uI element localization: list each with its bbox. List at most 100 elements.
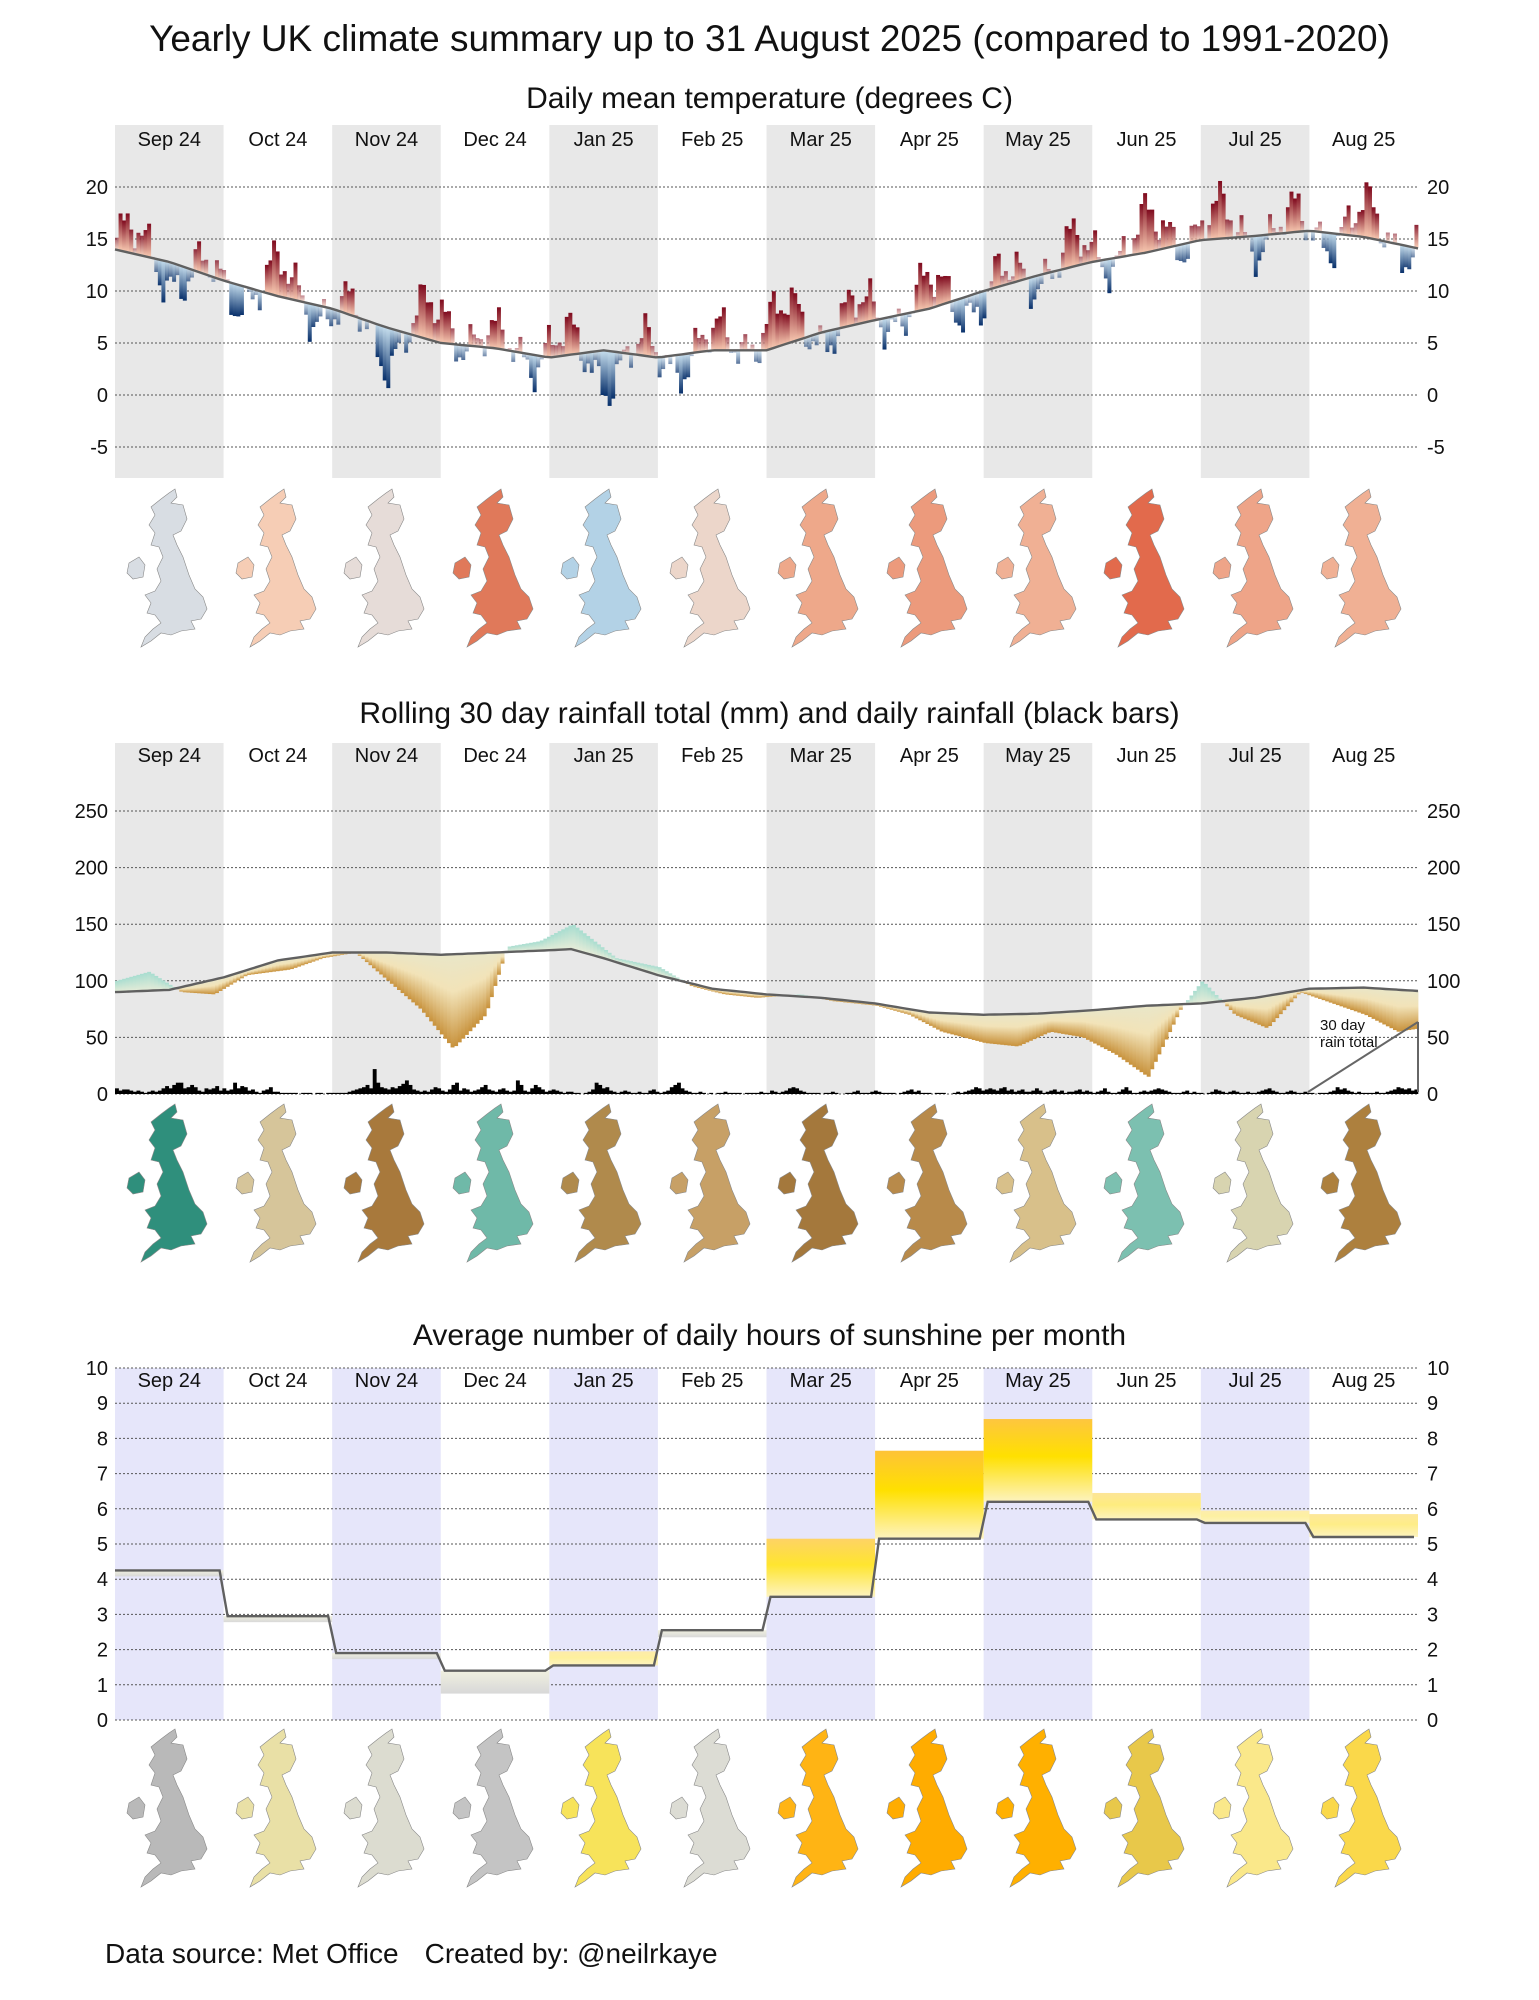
rolling-rainfall-bar: [425, 954, 430, 1018]
daily-temperature-bar: [1068, 228, 1073, 268]
uk-map-icon: [1212, 488, 1294, 648]
daily-temperature-bar: [468, 324, 473, 346]
rolling-rainfall-bar: [500, 952, 505, 964]
daily-rainfall-bar: [390, 1087, 395, 1094]
rolling-rainfall-bar: [1164, 1004, 1169, 1040]
rolling-rainfall-bar: [1125, 1007, 1130, 1063]
rolling-rainfall-bar: [1246, 998, 1251, 1021]
daily-rainfall-bar: [666, 1090, 671, 1094]
daily-rainfall-bar: [361, 1087, 366, 1094]
daily-rainfall-bar: [906, 1090, 910, 1094]
daily-rainfall-bar: [898, 1092, 903, 1094]
daily-temperature-bar: [1285, 207, 1290, 233]
daily-rainfall-bar: [566, 1091, 570, 1094]
daily-temperature-bar: [754, 350, 758, 362]
daily-temperature-bar: [1225, 219, 1230, 239]
rolling-rainfall-bar: [250, 968, 255, 975]
daily-rainfall-bar: [329, 1092, 334, 1094]
rolling-rainfall-bar: [1193, 990, 1198, 1004]
rolling-rainfall-bar: [1253, 997, 1258, 1024]
daily-temperature-bar: [325, 307, 330, 320]
daily-temperature-bar: [782, 313, 787, 346]
daily-temperature-bar: [1028, 278, 1033, 309]
rolling-rainfall-bar: [671, 975, 676, 979]
rolling-rainfall-bar: [1210, 991, 1215, 1003]
temperature-normal-line: [114, 229, 1419, 359]
y-tick-right: 3: [1427, 1604, 1438, 1626]
rolling-rainfall-bar: [1335, 988, 1340, 1006]
daily-rainfall-bar: [1342, 1088, 1347, 1094]
daily-temperature-bar: [1160, 220, 1165, 250]
daily-temperature-bar: [789, 287, 794, 343]
daily-rainfall-bar: [573, 1092, 578, 1094]
daily-temperature-bar: [857, 304, 862, 325]
sunshine-anomaly-maps: [115, 1725, 1418, 1895]
rolling-rainfall-bar: [329, 952, 334, 957]
rolling-rainfall-bar: [222, 977, 227, 989]
daily-rainfall-bar: [1181, 1091, 1186, 1094]
rainfall-anomaly-maps: [115, 1100, 1418, 1270]
daily-temperature-bar: [668, 356, 673, 365]
daily-temperature-bar: [550, 344, 555, 358]
daily-rainfall-bar: [748, 1092, 753, 1094]
daily-temperature-bar: [1214, 200, 1219, 239]
daily-temperature-bar: [329, 307, 334, 327]
temperature-map: [1092, 485, 1201, 655]
sunshine-anomaly-bar: [1309, 1514, 1418, 1537]
daily-temperature-bar: [593, 351, 598, 360]
daily-temperature-bar: [289, 277, 294, 299]
y-tick-right: 9: [1427, 1393, 1438, 1415]
daily-rainfall-bar: [1349, 1091, 1354, 1094]
rolling-rainfall-bar: [1357, 987, 1362, 1013]
y-tick-left: 3: [97, 1604, 108, 1626]
daily-temperature-bar: [1350, 227, 1355, 236]
daily-rainfall-bar: [118, 1090, 123, 1094]
uk-map-icon: [1321, 488, 1402, 648]
sunshine-anomaly-bar: [549, 1651, 658, 1666]
rolling-rainfall-bar: [614, 958, 619, 962]
daily-temperature-bar: [600, 350, 605, 396]
daily-rainfall-bar: [487, 1089, 492, 1094]
daily-rainfall-bar: [530, 1088, 535, 1094]
daily-rainfall-bar: [963, 1091, 968, 1094]
daily-temperature-bar: [639, 338, 644, 356]
rolling-rainfall-bar: [1007, 1014, 1012, 1046]
daily-rainfall-bar: [472, 1090, 477, 1094]
daily-temperature-bar: [354, 314, 359, 317]
daily-rainfall-bar: [702, 1092, 706, 1094]
daily-rainfall-bar: [881, 1092, 885, 1094]
daily-rainfall-bar: [716, 1092, 721, 1094]
sunshine-normal-line: [115, 1500, 1414, 1672]
daily-temperature-bar: [661, 357, 666, 370]
daily-temperature-bar: [843, 302, 848, 328]
daily-temperature-bar: [571, 324, 576, 355]
daily-rainfall-bar: [816, 1092, 821, 1094]
rolling-rainfall-bar: [1243, 999, 1248, 1019]
rolling-rainfall-bar: [143, 972, 148, 991]
daily-rainfall-bar: [372, 1069, 377, 1094]
daily-rainfall-bar: [204, 1088, 209, 1094]
rolling-rainfall-bar: [1143, 1005, 1148, 1075]
daily-temperature-bar: [1132, 238, 1137, 255]
rolling-rainfall-bar: [368, 952, 373, 966]
rolling-rainfall-bar: [975, 1014, 980, 1041]
daily-rainfall-bar: [544, 1091, 549, 1094]
rainfall-map: [875, 1100, 984, 1270]
rolling-rainfall-bar: [161, 980, 166, 991]
daily-rainfall-bar: [1242, 1092, 1247, 1094]
rolling-rainfall-bar: [307, 956, 312, 963]
daily-temperature-bar: [250, 288, 255, 300]
rolling-rainfall-bar: [561, 929, 566, 950]
y-tick-right: 100: [1427, 971, 1460, 993]
daily-temperature-bar: [864, 296, 869, 323]
rolling-rainfall-bar: [953, 1013, 958, 1036]
rolling-rainfall-bar: [639, 963, 644, 970]
month-label: Aug 25: [1332, 745, 1395, 767]
daily-rainfall-bar: [1310, 1092, 1315, 1094]
daily-temperature-bar: [1271, 228, 1276, 235]
daily-temperature-bar: [1346, 205, 1351, 235]
month-label: Apr 25: [900, 129, 959, 151]
daily-rainfall-bar: [233, 1082, 238, 1094]
rolling-rainfall-bar: [261, 965, 266, 974]
rolling-rainfall-bar: [1228, 1000, 1233, 1010]
